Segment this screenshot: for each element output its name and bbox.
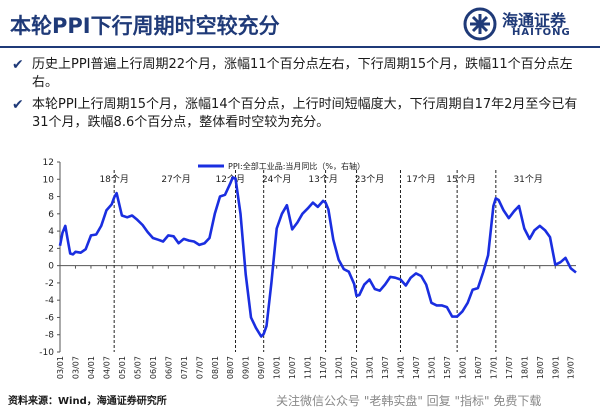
source-note: 资料来源：Wind，海通证券研究所 [8,396,167,407]
x-tick-label: 08/01 [211,356,220,379]
check-icon: ✔ [12,57,24,73]
check-icon: ✔ [12,97,24,113]
page-title: 本轮PPI下行周期时空较充分 [10,14,280,38]
haitong-logo: 海通证券 HAITONG [462,6,594,42]
x-tick-label: 06/07 [164,356,173,379]
cycle-label: 17个月 [406,174,435,185]
x-tick-label: 18/01 [520,356,529,379]
bullet-item: ✔ 本轮PPI上行周期15个月，涨幅14个百分点，上行时间短幅度大，下行周期自1… [10,96,590,132]
x-tick-label: 14/01 [396,356,405,379]
legend-label: PPI:全部工业品:当月同比（%，右轴） [228,161,365,171]
watermark-text: 关注微信公众号 "老韩实盘" 回复 "指标" 免费下载 [276,394,542,408]
x-tick-label: 17/01 [489,356,498,379]
x-tick-label: 19/07 [567,356,576,379]
x-tick-label: 09/01 [242,356,251,379]
cycle-label: 31个月 [513,174,542,185]
x-tick-label: 03/07 [71,356,80,379]
logo-text-en: HAITONG [512,27,571,38]
cycle-label: 27个月 [161,174,190,185]
x-tick-label: 10/07 [288,356,297,379]
y-tick-label: -10 [39,348,54,358]
y-tick-label: -2 [45,279,54,289]
cycle-label: 23个月 [355,174,384,185]
y-tick-label: 8 [48,193,54,203]
bullet-text: 历史上PPI普遍上行周期22个月，涨幅11个百分点左右，下行周期15个月，跌幅1… [32,57,573,90]
cycle-label: 15个月 [446,174,475,185]
bullet-text: 本轮PPI上行周期15个月，涨幅14个百分点，上行时间短幅度大，下行周期自17年… [32,97,578,130]
x-tick-label: 17/07 [505,356,514,379]
title-bar: 本轮PPI下行周期时空较充分 海通证券 HAITONG [0,0,600,48]
x-tick-label: 13/07 [381,356,390,379]
y-tick-label: 10 [43,175,55,185]
y-tick-label: 2 [48,244,54,254]
x-tick-label: 12/01 [335,356,344,379]
x-tick-label: 14/07 [412,356,421,379]
bullet-item: ✔ 历史上PPI普遍上行周期22个月，涨幅11个百分点左右，下行周期15个月，跌… [10,56,590,92]
y-tick-label: -6 [45,313,54,323]
haitong-logo-icon [463,7,497,41]
x-tick-label: 15/01 [427,356,436,379]
x-tick-label: 16/07 [474,356,483,379]
y-tick-label: -8 [45,331,54,341]
ppi-line-chart: -10 -8 -6 -4 -2 0 2 4 6 8 10 12 03/01 03/07 04/01 04/07… [39,158,577,379]
x-tick-label: 04/07 [102,356,111,379]
logo-text-cn: 海通证券 [502,11,567,30]
x-tick-label: 19/01 [551,356,560,379]
x-tick-label: 03/01 [56,356,65,379]
x-tick-label: 10/01 [273,356,282,379]
x-tick-label: 04/01 [87,356,96,379]
cycle-label: 18个月 [99,174,128,185]
x-tick-label: 11/07 [319,356,328,379]
y-tick-label: 0 [48,262,54,272]
title-rule [0,46,600,48]
x-tick-label: 15/07 [443,356,452,379]
x-tick-label: 08/07 [226,356,235,379]
y-tick-label: 6 [48,210,54,220]
bullet-list: ✔ 历史上PPI普遍上行周期22个月，涨幅11个百分点左右，下行周期15个月，跌… [10,56,590,136]
x-tick-label: 07/01 [180,356,189,379]
ppi-series-line [58,176,577,338]
y-tick-label: 4 [48,227,54,237]
y-tick-label: 12 [43,158,54,168]
x-tick-label: 16/01 [458,356,467,379]
x-tick-label: 12/07 [350,356,359,379]
x-tick-label: 05/07 [133,356,142,379]
x-tick-label: 18/07 [536,356,545,379]
cycle-label: 12个月 [216,174,245,185]
x-tick-label: 05/01 [118,356,127,379]
x-tick-label: 11/01 [304,356,313,379]
cycle-label: 24个月 [262,174,291,185]
cycle-label: 13个月 [308,174,337,185]
x-tick-label: 06/01 [149,356,158,379]
x-tick-label: 07/07 [195,356,204,379]
x-tick-label: 13/01 [366,356,375,379]
x-tick-label: 09/07 [257,356,266,379]
y-tick-label: -4 [45,296,54,306]
